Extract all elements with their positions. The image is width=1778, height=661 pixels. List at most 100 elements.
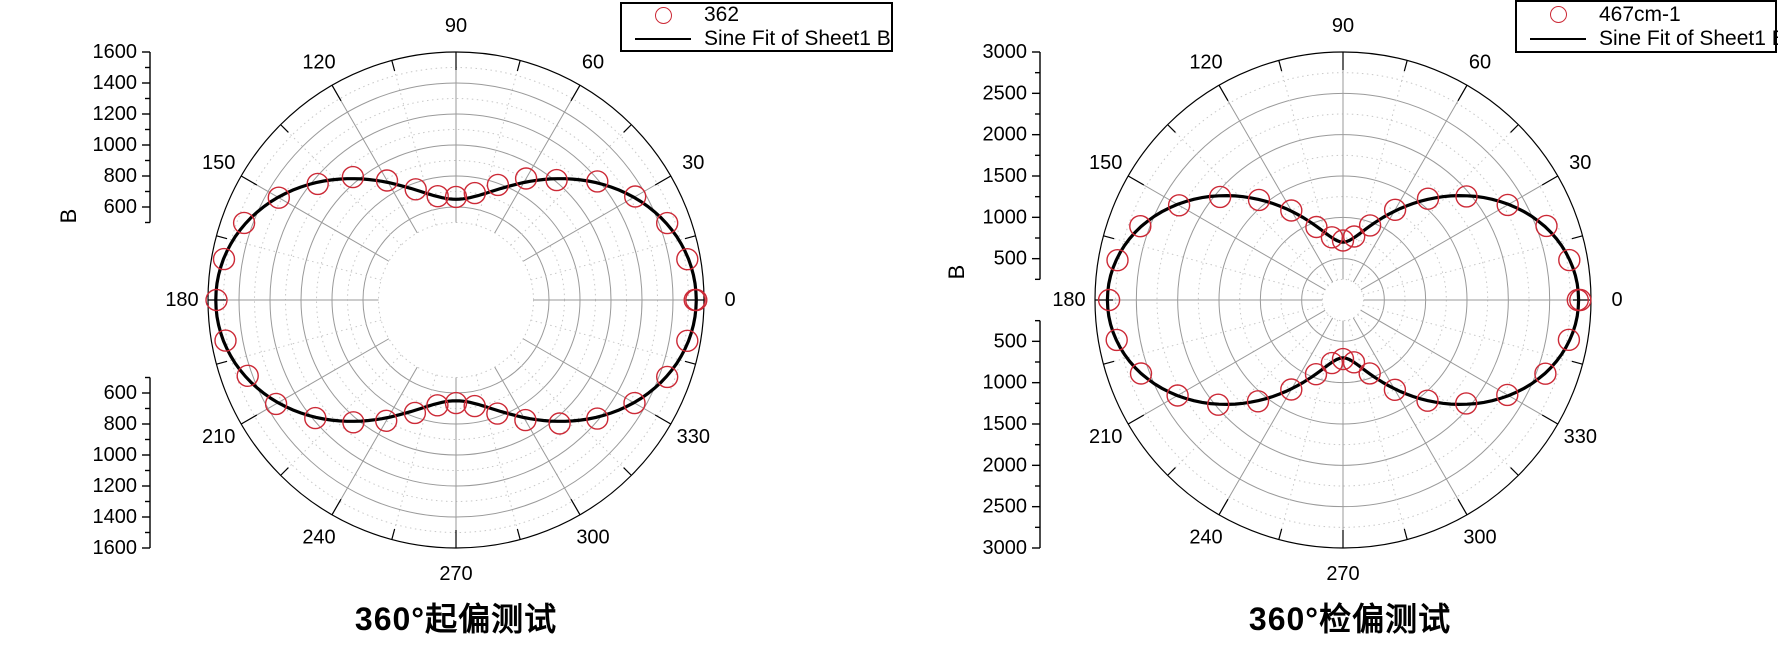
data-point (1167, 194, 1191, 217)
data-point-marker-icon (1549, 6, 1567, 23)
data-point (236, 364, 259, 387)
data-point (444, 391, 468, 415)
data-point (375, 409, 398, 432)
data-point (1535, 214, 1558, 238)
data-point (1331, 229, 1355, 252)
data-point (656, 211, 679, 235)
angular-tick-label: 60 (1469, 52, 1491, 74)
angular-tick-label: 120 (302, 52, 335, 74)
data-point (1558, 248, 1581, 272)
angular-grid (1095, 52, 1591, 548)
data-point (656, 365, 679, 389)
data-point (1358, 214, 1382, 237)
radial-tick-label: 1600 (93, 41, 138, 63)
data-point (1305, 215, 1328, 239)
data-point (624, 185, 647, 208)
angular-tick-label: 270 (439, 563, 472, 585)
data-point (1106, 249, 1129, 272)
data-point (1416, 389, 1439, 412)
data-point (426, 184, 449, 208)
angular-tick-label: 120 (1189, 52, 1222, 74)
legend-left: 362 Sine Fit of Sheet1 B (620, 2, 893, 52)
angular-tick-label: 180 (1052, 289, 1085, 311)
data-points (1097, 185, 1592, 416)
data-point (342, 411, 365, 434)
radial-tick-label: 1000 (983, 372, 1028, 394)
chart-title-right: 360°检偏测试 (1248, 601, 1452, 637)
data-point (1246, 390, 1270, 413)
data-point (1105, 328, 1128, 352)
radial-tick-label: 800 (104, 165, 137, 187)
data-point (486, 173, 510, 197)
data-point-marker-icon (654, 6, 672, 24)
data-point (1129, 362, 1153, 385)
radial-tick-label: 2000 (983, 124, 1028, 146)
radial-tick-label: 1000 (93, 134, 138, 156)
radial-tick-label: 1400 (93, 72, 138, 94)
angular-tick-label: 90 (1332, 15, 1354, 37)
angular-labels: 0 30 60 90 120 150 180 210 240 270 300 330 (165, 15, 735, 585)
radial-tick-label: 500 (994, 248, 1027, 270)
legend-marker-cell (1517, 37, 1599, 40)
legend-label: Sine Fit of Sheet1 B (704, 27, 891, 50)
data-point (1331, 347, 1355, 371)
data-point (1569, 288, 1592, 312)
radial-tick-label: 2500 (983, 82, 1028, 104)
data-point (264, 392, 288, 416)
radial-axis-title: B (56, 209, 81, 224)
angular-ticks (208, 52, 704, 548)
data-point (1416, 187, 1440, 210)
radial-tick-label: 1000 (983, 206, 1028, 228)
data-point (404, 178, 427, 201)
radial-axis-title: B (944, 265, 969, 280)
angular-tick-label: 330 (677, 426, 710, 448)
angular-tick-label: 270 (1326, 563, 1359, 585)
radial-tick-label: 2000 (983, 454, 1028, 476)
data-point (426, 394, 449, 417)
data-point (586, 407, 609, 430)
radial-tick-label: 500 (994, 330, 1027, 352)
radial-tick-label: 1400 (93, 506, 138, 528)
data-point (514, 408, 537, 432)
radial-tick-label: 1600 (93, 537, 138, 559)
legend-label: Sine Fit of Sheet1 B (1599, 26, 1778, 50)
legend-right: 467cm-1 Sine Fit of Sheet1 B (1515, 0, 1778, 53)
data-point (463, 181, 486, 205)
radial-tick-label: 800 (104, 413, 137, 435)
data-point (212, 247, 236, 271)
angular-tick-label: 330 (1564, 426, 1597, 448)
data-point (205, 288, 228, 312)
angular-tick-label: 0 (1611, 289, 1622, 311)
data-point (1454, 392, 1478, 415)
legend-item: Sine Fit of Sheet1 B (622, 27, 891, 51)
fit-line-marker-icon (635, 38, 691, 40)
data-points (205, 165, 708, 435)
data-point (214, 329, 237, 352)
angular-tick-label: 240 (302, 526, 335, 548)
angular-tick-label: 30 (1569, 152, 1591, 174)
sine-fit-curve (214, 177, 698, 423)
angular-tick-label: 90 (445, 15, 467, 37)
data-point (1129, 214, 1152, 238)
data-point (1206, 393, 1230, 416)
data-point (1383, 378, 1407, 401)
radial-tick-label: 600 (104, 196, 137, 218)
legend-item: 362 (622, 3, 891, 27)
data-point (486, 402, 509, 425)
angular-tick-label: 0 (724, 289, 735, 311)
data-point (1383, 198, 1407, 222)
radial-tick-label: 1200 (93, 103, 138, 125)
data-point (1304, 363, 1328, 386)
legend-marker-cell (1517, 6, 1599, 23)
radial-tick-label: 1500 (983, 413, 1028, 435)
angular-labels: 0 30 60 90 120 150 180 210 240 270 300 330 (1052, 15, 1622, 585)
legend-marker-cell (622, 38, 704, 40)
legend-label: 467cm-1 (1599, 2, 1681, 26)
data-point (1097, 288, 1121, 312)
data-point (232, 211, 256, 235)
radial-tick-label: 1500 (983, 165, 1028, 187)
data-point (1320, 351, 1344, 375)
angular-grid (208, 52, 704, 548)
data-point (1247, 188, 1271, 212)
